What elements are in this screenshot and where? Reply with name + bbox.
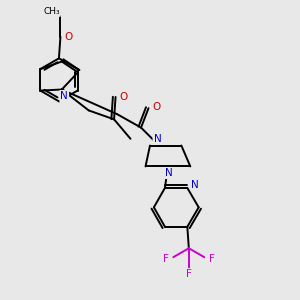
Text: O: O bbox=[65, 32, 73, 42]
Text: O: O bbox=[153, 102, 161, 112]
Text: N: N bbox=[154, 134, 161, 144]
Text: CH₃: CH₃ bbox=[43, 7, 60, 16]
Text: F: F bbox=[163, 254, 169, 264]
Text: F: F bbox=[209, 254, 215, 264]
Text: O: O bbox=[120, 92, 128, 102]
Text: F: F bbox=[186, 269, 192, 279]
Text: N: N bbox=[191, 180, 199, 190]
Text: N: N bbox=[165, 168, 172, 178]
Text: N: N bbox=[60, 91, 68, 101]
